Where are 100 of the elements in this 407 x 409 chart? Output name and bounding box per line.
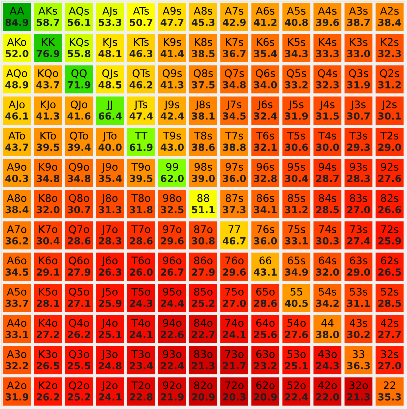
data-label: 29.1: [36, 268, 60, 276]
annotation: Q5s: [287, 70, 306, 79]
annotation: JJ: [106, 100, 112, 111]
annotation: J6o: [102, 256, 118, 267]
data-label: 29.6: [161, 237, 184, 245]
annotation: Q8o: [69, 194, 90, 204]
data-label: 21.3: [192, 362, 215, 370]
annotation: 97s: [226, 163, 244, 172]
annotation: A5s: [287, 7, 306, 15]
data-label: 43.1: [254, 268, 277, 276]
annotation: 62s: [381, 256, 399, 265]
data-label: 23.4: [130, 362, 153, 370]
data-label: 30.2: [347, 331, 370, 338]
annotation: 74o: [226, 319, 244, 328]
annotation: J7o: [102, 226, 118, 236]
data-label: 36.0: [223, 175, 246, 182]
annotation: AJs: [102, 7, 118, 17]
data-label: 34.8: [223, 81, 246, 89]
data-label: 38.6: [192, 144, 215, 152]
annotation: A2o: [7, 382, 27, 390]
annotation: 54s: [319, 288, 337, 296]
annotation: 52s: [381, 288, 399, 296]
data-label: 38.0: [316, 331, 340, 338]
annotation: A7o: [7, 226, 27, 234]
annotation: 96s: [256, 163, 274, 172]
annotation: 22: [384, 382, 396, 390]
data-label: 22.4: [161, 362, 184, 370]
data-label: 24.1: [130, 331, 153, 338]
data-label: 58.7: [36, 18, 60, 26]
annotation: 54o: [288, 319, 306, 328]
annotation: T5o: [132, 288, 150, 296]
data-label: 71.9: [68, 81, 91, 89]
data-label: 31.2: [285, 206, 308, 214]
annotation: QQ: [72, 70, 87, 79]
annotation: K5o: [39, 288, 58, 296]
annotation: J9s: [164, 100, 180, 111]
data-label: 35.4: [254, 50, 278, 58]
data-label: 34.9: [285, 268, 308, 276]
annotation: Q6o: [69, 256, 90, 266]
annotation: Q9s: [162, 70, 182, 79]
annotation: ATo: [8, 132, 26, 140]
data-label: 46.3: [130, 50, 153, 58]
annotation: AKo: [7, 38, 26, 46]
annotation: Q5o: [69, 288, 90, 298]
data-label: 42.9: [223, 18, 246, 26]
annotation: 63o: [256, 350, 275, 358]
data-label: 32.5: [161, 206, 184, 214]
annotation: 42o: [318, 382, 337, 390]
annotation: 44: [322, 319, 334, 327]
annotation: A4o: [7, 319, 27, 328]
annotation: ATs: [133, 7, 150, 15]
annotation: KJs: [104, 38, 118, 48]
annotation: K6s: [257, 38, 275, 46]
annotation: 92o: [163, 382, 182, 390]
annotation: T4s: [318, 132, 336, 140]
annotation: KQs: [70, 38, 89, 48]
annotation: 76o: [226, 256, 244, 265]
annotation: 62o: [256, 382, 275, 390]
data-label: 27.2: [36, 331, 60, 338]
annotation: J5s: [288, 100, 304, 111]
data-label: 30.6: [285, 144, 308, 152]
data-label: 30.4: [285, 175, 308, 182]
data-label: 36.2: [6, 237, 28, 245]
data-label: 28.6: [254, 300, 278, 308]
data-label: 26.3: [99, 268, 122, 276]
annotation: 75o: [226, 288, 244, 296]
data-label: 34.5: [223, 112, 246, 120]
annotation: TT: [135, 132, 148, 140]
data-label: 28.6: [68, 237, 91, 245]
data-label: 32.8: [254, 175, 278, 182]
annotation: 32o: [350, 382, 368, 390]
annotation: J4o: [102, 319, 118, 329]
data-label: 40.3: [6, 175, 28, 182]
data-label: 32.0: [316, 268, 340, 276]
data-label: 25.9: [99, 300, 122, 308]
data-label: 27.7: [378, 331, 402, 338]
data-label: 27.9: [192, 268, 215, 276]
annotation: K3o: [39, 350, 58, 358]
data-label: 35.3: [378, 393, 402, 401]
annotation: 74s: [319, 226, 337, 234]
data-label: 31.1: [347, 300, 370, 308]
data-label: 28.3: [99, 237, 122, 245]
data-label: 41.4: [160, 50, 184, 58]
data-label: 32.3: [378, 50, 402, 58]
annotation: J3s: [350, 100, 366, 111]
data-label: 47.7: [160, 19, 184, 26]
data-label: 28.6: [130, 237, 153, 245]
data-label: 53.3: [99, 18, 122, 26]
annotation: K8s: [195, 38, 212, 46]
data-label: 25.1: [285, 362, 308, 370]
annotation: J8o: [102, 194, 118, 204]
data-label: 27.9: [68, 268, 91, 276]
annotation: 87s: [226, 194, 244, 202]
data-label: 20.9: [254, 393, 277, 401]
annotation: KJo: [41, 100, 56, 111]
annotation: 72s: [381, 226, 399, 234]
annotation: K7s: [226, 38, 244, 46]
annotation: QTs: [132, 70, 150, 79]
annotation: K2o: [39, 382, 58, 390]
data-label: 26.7: [161, 268, 184, 276]
